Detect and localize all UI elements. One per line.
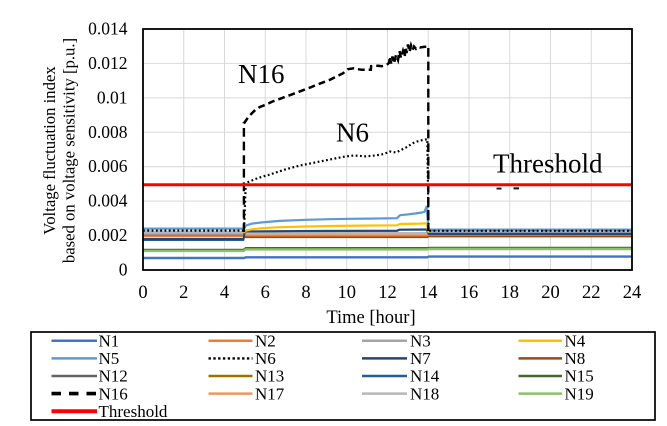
svg-text:N6: N6 [336,118,369,148]
svg-text:0.004: 0.004 [88,191,128,211]
svg-text:4: 4 [220,283,229,303]
svg-text:0.012: 0.012 [88,53,127,73]
svg-text:N5: N5 [99,349,120,368]
svg-text:N2: N2 [255,332,276,351]
svg-text:N13: N13 [255,367,284,386]
svg-text:18: 18 [501,283,520,303]
svg-text:2: 2 [179,283,188,303]
svg-text:12: 12 [378,283,397,303]
svg-text:N1: N1 [99,332,120,351]
svg-text:based on voltage sensitivity [: based on voltage sensitivity [p.u.] [60,38,79,263]
svg-text:24: 24 [623,283,642,303]
svg-text:22: 22 [582,283,601,303]
svg-text:N18: N18 [410,384,439,403]
svg-text:16: 16 [460,283,479,303]
svg-text:N8: N8 [565,349,586,368]
svg-text:N7: N7 [410,349,431,368]
svg-text:10: 10 [338,283,357,303]
svg-text:0: 0 [138,283,147,303]
svg-text:N17: N17 [255,384,285,403]
svg-text:6: 6 [261,283,270,303]
svg-text:N3: N3 [410,332,431,351]
svg-text:0.002: 0.002 [88,225,127,245]
svg-text:N6: N6 [255,349,276,368]
svg-text:0.014: 0.014 [88,19,128,39]
svg-text:N16: N16 [238,59,285,89]
svg-text:N14: N14 [410,367,440,386]
svg-text:14: 14 [419,283,438,303]
svg-text:N12: N12 [99,367,128,386]
svg-text:N15: N15 [565,367,594,386]
svg-text:Threshold: Threshold [99,402,168,421]
svg-text:Time [hour]: Time [hour] [326,308,415,328]
svg-text:20: 20 [541,283,560,303]
svg-text:0.008: 0.008 [88,122,128,142]
svg-text:N4: N4 [565,332,586,351]
svg-text:Voltage fluctuation index: Voltage fluctuation index [40,66,59,235]
svg-text:0.006: 0.006 [88,156,128,176]
svg-text:Threshold: Threshold [493,149,603,179]
svg-text:N19: N19 [565,384,594,403]
svg-text:8: 8 [301,283,310,303]
svg-text:N16: N16 [99,384,128,403]
svg-text:0.01: 0.01 [97,87,128,107]
svg-text:0: 0 [119,260,128,280]
